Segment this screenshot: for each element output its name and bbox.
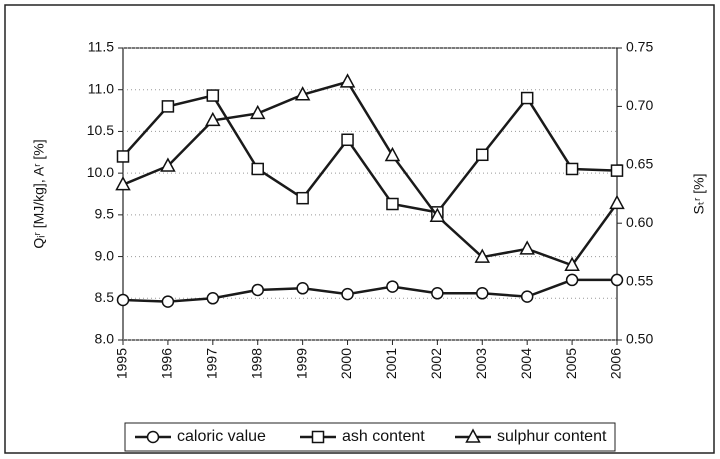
- data-point: [519, 240, 535, 255]
- data-point: [206, 292, 220, 305]
- data-point: [116, 150, 130, 163]
- data-point: [294, 86, 311, 101]
- data-point: [161, 295, 175, 308]
- data-point: [161, 100, 175, 113]
- data-point: [341, 287, 354, 301]
- series-line: [122, 94, 618, 214]
- y2-tick-label: 0.70: [626, 97, 653, 113]
- y2-tick-label: 0.75: [626, 39, 653, 55]
- data-point: [251, 162, 264, 176]
- legend-marker: [311, 430, 325, 444]
- data-point: [341, 133, 354, 147]
- y-tick-label: 10.0: [87, 164, 114, 180]
- y2-tick-label: 0.50: [626, 331, 653, 347]
- y-tick-label: 8.5: [95, 289, 115, 305]
- data-point: [431, 287, 444, 300]
- legend-label: ash content: [342, 428, 425, 445]
- data-point: [206, 89, 220, 102]
- data-point: [205, 111, 221, 127]
- data-point: [565, 273, 579, 287]
- x-tick-label: 2005: [563, 348, 579, 379]
- y-tick-label: 11.0: [88, 80, 114, 96]
- y2-tick-label: 0.60: [626, 214, 653, 230]
- data-point: [610, 164, 624, 177]
- data-point: [429, 207, 446, 222]
- y-tick-label: 9.5: [95, 206, 115, 222]
- x-tick-label: 1996: [159, 348, 175, 379]
- x-tick-label: 2004: [518, 348, 534, 379]
- data-point: [520, 91, 534, 105]
- x-tick-label: 1997: [204, 348, 220, 379]
- data-point: [115, 176, 131, 191]
- data-point: [386, 280, 399, 293]
- data-point: [251, 283, 264, 297]
- data-point: [116, 293, 130, 307]
- data-point: [564, 256, 580, 271]
- y-tick-label: 8.0: [95, 331, 115, 347]
- x-tick-label: 2003: [473, 348, 489, 379]
- data-point: [609, 194, 625, 210]
- x-tick-label: 1999: [293, 348, 309, 379]
- data-point: [249, 104, 266, 120]
- y-tick-label: 9.0: [95, 247, 115, 263]
- chart-frame: [4, 4, 715, 454]
- series-line: [122, 278, 617, 303]
- data-point: [474, 248, 491, 263]
- legend-marker: [465, 428, 481, 443]
- y2-axis-label: Sₜʳ [%]: [691, 174, 707, 215]
- x-tick-label: 2000: [338, 348, 354, 379]
- data-point: [610, 273, 624, 287]
- y2-tick-label: 0.55: [626, 272, 653, 288]
- legend-label: caloric value: [177, 428, 266, 445]
- x-tick-label: 2001: [383, 348, 399, 379]
- x-tick-label: 1998: [248, 348, 264, 379]
- data-point: [386, 197, 399, 211]
- data-point: [565, 162, 579, 176]
- data-point: [296, 191, 309, 205]
- x-tick-label: 2006: [608, 348, 624, 379]
- y-tick-label: 10.5: [87, 122, 114, 138]
- data-point: [476, 287, 489, 300]
- y-axis-label: Qᵢʳ [MJ/kg], Aʳ [%]: [31, 139, 47, 248]
- x-tick-label: 1995: [114, 348, 130, 379]
- plot-frame: [122, 47, 618, 341]
- data-point: [160, 157, 176, 172]
- y2-tick-label: 0.65: [626, 156, 653, 172]
- series-line: [122, 80, 619, 267]
- data-point: [476, 148, 489, 162]
- legend-box: [124, 422, 616, 452]
- data-point: [339, 73, 356, 88]
- y-tick-label: 11.5: [88, 39, 114, 55]
- data-point: [520, 290, 534, 303]
- legend-marker: [146, 430, 160, 444]
- data-point: [296, 282, 309, 295]
- x-tick-label: 2002: [428, 348, 444, 379]
- data-point: [384, 146, 401, 162]
- legend-label: sulphur content: [497, 428, 607, 445]
